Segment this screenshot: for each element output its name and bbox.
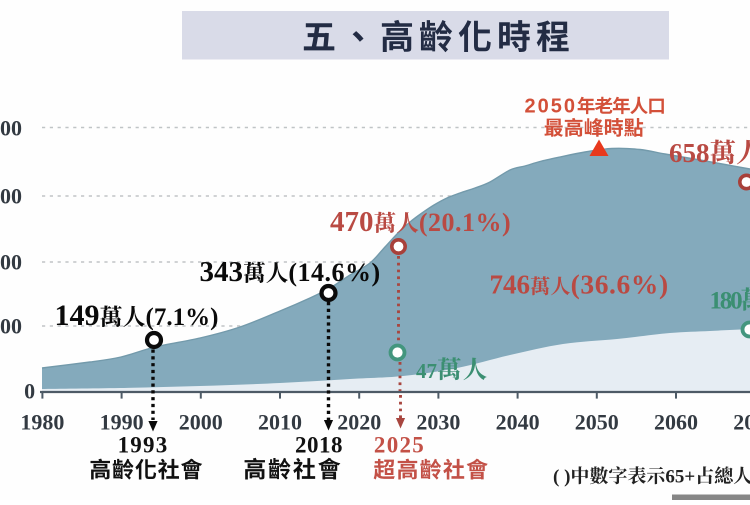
svg-text:180: 180 xyxy=(710,288,743,315)
svg-text:2030: 2030 xyxy=(416,410,460,435)
svg-text:2070: 2070 xyxy=(733,410,750,435)
svg-text:470: 470 xyxy=(330,206,374,238)
svg-text:1990: 1990 xyxy=(100,410,144,435)
svg-text:2040: 2040 xyxy=(496,410,540,435)
svg-text:1980: 1980 xyxy=(20,410,64,435)
svg-text:2010: 2010 xyxy=(258,410,302,435)
svg-text:2060: 2060 xyxy=(654,410,698,435)
svg-text:00: 00 xyxy=(0,183,22,208)
svg-text:47: 47 xyxy=(416,359,437,383)
svg-text:65+: 65+ xyxy=(665,467,695,488)
svg-text:2025: 2025 xyxy=(374,433,425,458)
svg-text:(36.6%): (36.6%) xyxy=(571,269,669,300)
svg-text:2020: 2020 xyxy=(337,410,381,435)
svg-text:00: 00 xyxy=(0,249,22,274)
svg-text:343: 343 xyxy=(200,256,244,288)
svg-text:(14.6%): (14.6%) xyxy=(288,258,380,287)
svg-text:1993: 1993 xyxy=(118,433,169,458)
svg-text:00: 00 xyxy=(0,115,22,140)
svg-text:2000: 2000 xyxy=(179,410,223,435)
svg-text:(7.1%): (7.1%) xyxy=(146,304,219,331)
svg-text:2050: 2050 xyxy=(525,96,578,118)
svg-text:2018: 2018 xyxy=(295,433,343,458)
svg-text:658: 658 xyxy=(669,138,710,168)
svg-text:00: 00 xyxy=(0,313,22,338)
svg-text:149: 149 xyxy=(55,299,100,332)
svg-text:(20.1%): (20.1%) xyxy=(419,208,511,237)
svg-text:2050: 2050 xyxy=(575,410,619,435)
svg-text:( ): ( ) xyxy=(553,467,570,488)
svg-text:746: 746 xyxy=(490,270,531,300)
svg-text:0: 0 xyxy=(24,379,35,404)
